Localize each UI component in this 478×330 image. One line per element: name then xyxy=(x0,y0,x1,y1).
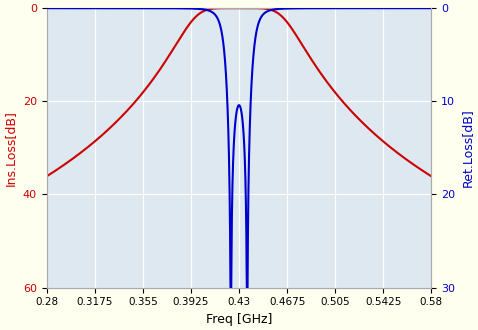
Y-axis label: Ret.Loss[dB]: Ret.Loss[dB] xyxy=(461,109,474,187)
X-axis label: Freq [GHz]: Freq [GHz] xyxy=(206,313,272,326)
Y-axis label: Ins.Loss[dB]: Ins.Loss[dB] xyxy=(4,110,17,186)
